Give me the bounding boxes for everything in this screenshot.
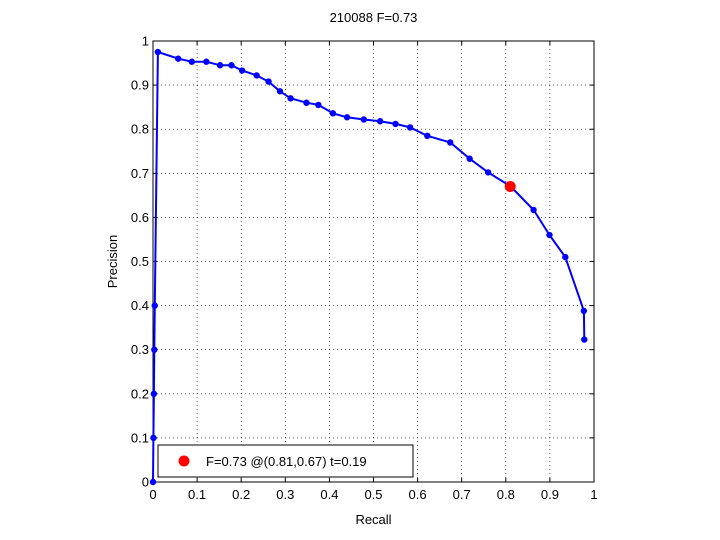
x-tick-label: 0.2 bbox=[232, 487, 250, 502]
data-point bbox=[466, 155, 473, 162]
y-tick-label: 0.9 bbox=[131, 78, 149, 93]
data-point bbox=[154, 48, 162, 56]
y-tick-label: 0 bbox=[142, 475, 149, 490]
legend-marker bbox=[178, 455, 190, 467]
data-point bbox=[343, 114, 351, 121]
series-line bbox=[152, 51, 586, 483]
data-point bbox=[484, 169, 492, 176]
y-tick-label: 0.1 bbox=[131, 430, 149, 445]
data-point bbox=[546, 231, 553, 239]
y-tick-label: 0.5 bbox=[131, 254, 149, 269]
data-point bbox=[216, 62, 224, 69]
y-tick-label: 0.7 bbox=[131, 166, 149, 181]
grid bbox=[153, 41, 594, 482]
x-tick-label: 0.7 bbox=[453, 487, 471, 502]
legend: F=0.73 @(0.81,0.67) t=0.19 bbox=[157, 444, 414, 478]
x-tick-label: 0.3 bbox=[276, 487, 294, 502]
data-point bbox=[303, 99, 310, 106]
data-point bbox=[329, 110, 337, 117]
data-point bbox=[228, 62, 235, 69]
data-point bbox=[392, 120, 399, 128]
y-tick-label: 0.8 bbox=[131, 122, 149, 137]
data-point bbox=[174, 55, 182, 62]
x-tick-label: 0.1 bbox=[188, 487, 206, 502]
data-point bbox=[360, 116, 367, 123]
data-point bbox=[580, 307, 588, 315]
x-axis-label: Recall bbox=[355, 512, 391, 527]
y-tick-label: 0.2 bbox=[131, 386, 149, 401]
data-point bbox=[238, 67, 246, 74]
data-point bbox=[253, 72, 260, 79]
data-point bbox=[203, 58, 210, 65]
best-f-point bbox=[504, 181, 516, 193]
data-point bbox=[376, 118, 384, 125]
data-point bbox=[315, 101, 322, 109]
y-tick-label: 0.3 bbox=[131, 342, 149, 357]
data-point bbox=[424, 132, 431, 140]
y-axis-label: Precision bbox=[105, 235, 120, 288]
y-tick-labels: 0 0.1 0.2 0.3 0.4 0.5 0.6 0.7 0.8 0.9 1 bbox=[131, 34, 149, 490]
legend-label: F=0.73 @(0.81,0.67) t=0.19 bbox=[206, 454, 367, 469]
data-point bbox=[149, 478, 157, 486]
highlight-layer bbox=[504, 181, 516, 193]
legend-box bbox=[157, 444, 414, 478]
x-tick-labels: 0 0.1 0.2 0.3 0.4 0.5 0.6 0.7 0.8 0.9 1 bbox=[149, 487, 597, 502]
data-point bbox=[562, 253, 569, 261]
data-point bbox=[447, 139, 454, 146]
x-tick-label: 0.6 bbox=[409, 487, 427, 502]
data-point bbox=[265, 78, 272, 85]
data-point bbox=[530, 206, 537, 214]
data-point bbox=[581, 336, 588, 343]
data-point bbox=[188, 58, 196, 65]
chart-title: 210088 F=0.73 bbox=[330, 10, 418, 25]
data-point bbox=[276, 88, 284, 95]
data-point bbox=[151, 346, 158, 353]
y-tick-label: 0.6 bbox=[131, 210, 149, 225]
data-point bbox=[150, 390, 158, 397]
y-tick-label: 0.4 bbox=[131, 298, 149, 313]
data-point bbox=[150, 434, 157, 442]
x-tick-label: 0.8 bbox=[497, 487, 515, 502]
data-point bbox=[151, 302, 158, 309]
x-tick-label: 0.5 bbox=[364, 487, 382, 502]
x-tick-label: 0 bbox=[149, 487, 156, 502]
data-point bbox=[287, 95, 294, 102]
y-tick-label: 1 bbox=[142, 34, 149, 49]
x-tick-label: 1 bbox=[590, 487, 597, 502]
x-tick-label: 0.4 bbox=[320, 487, 338, 502]
data-point bbox=[406, 124, 414, 131]
x-tick-label: 0.9 bbox=[541, 487, 559, 502]
